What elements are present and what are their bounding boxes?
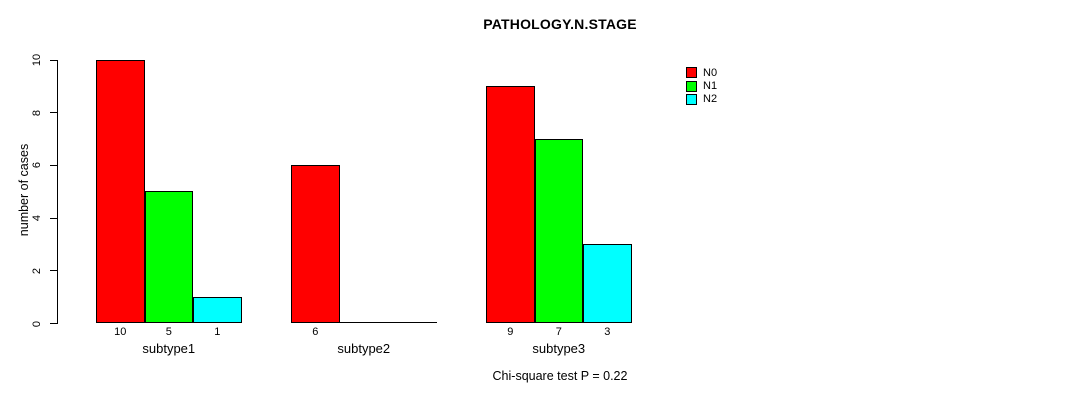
bar-value-label: 7 xyxy=(555,326,562,338)
category-label-subtype3: subtype3 xyxy=(532,341,586,356)
y-tick-label: 10 xyxy=(31,53,43,67)
y-tick-label: 6 xyxy=(31,162,43,169)
bar-subtype3-N0 xyxy=(486,85,535,323)
legend-label-N2: N2 xyxy=(703,93,718,106)
legend: N0 N1 N2 xyxy=(686,66,717,106)
y-tick-mark xyxy=(50,59,57,61)
legend-label-N1: N1 xyxy=(703,80,718,93)
legend-row-N2: N2 xyxy=(686,93,717,106)
y-tick-mark xyxy=(50,323,57,324)
legend-row-N0: N0 xyxy=(686,66,717,79)
y-tick-label: 0 xyxy=(31,320,43,327)
bar-value-label: 9 xyxy=(507,326,514,338)
bar-subtype1-N2 xyxy=(193,296,242,323)
bar-subtype1-N1 xyxy=(144,191,193,323)
legend-swatch-N2 xyxy=(686,93,697,105)
category-label-subtype1: subtype1 xyxy=(142,341,196,356)
bar-subtype2-N1-zero xyxy=(339,322,388,323)
legend-label-N0: N0 xyxy=(703,66,718,79)
legend-row-N1: N1 xyxy=(686,79,717,92)
category-label-subtype2: subtype2 xyxy=(337,341,391,356)
legend-swatch-N0 xyxy=(686,67,697,79)
y-tick-mark xyxy=(50,112,57,114)
y-tick-label: 8 xyxy=(31,109,43,116)
y-axis-label-text: number of cases xyxy=(17,143,31,237)
y-axis-line xyxy=(57,59,58,324)
bar-subtype1-N0 xyxy=(96,59,145,323)
y-tick-mark xyxy=(50,217,57,219)
bar-subtype3-N2 xyxy=(583,243,632,323)
y-tick-mark xyxy=(50,270,57,272)
chart-title: PATHOLOGY.N.STAGE xyxy=(483,16,637,32)
bar-value-label: 1 xyxy=(214,326,221,338)
legend-swatch-N1 xyxy=(686,80,697,92)
y-tick-label: 2 xyxy=(31,267,43,274)
y-tick-label: 4 xyxy=(31,215,43,222)
y-tick-mark xyxy=(50,164,57,166)
bar-value-label: 10 xyxy=(114,326,127,338)
bar-value-label: 6 xyxy=(312,326,319,338)
chi-square-annotation: Chi-square test P = 0.22 xyxy=(492,369,628,383)
bar-subtype2-N0 xyxy=(291,164,340,323)
bar-value-label: 5 xyxy=(165,326,172,338)
bar-subtype3-N1 xyxy=(534,138,583,323)
bar-subtype2-N2-zero xyxy=(388,322,437,323)
bar-value-label: 3 xyxy=(604,326,611,338)
